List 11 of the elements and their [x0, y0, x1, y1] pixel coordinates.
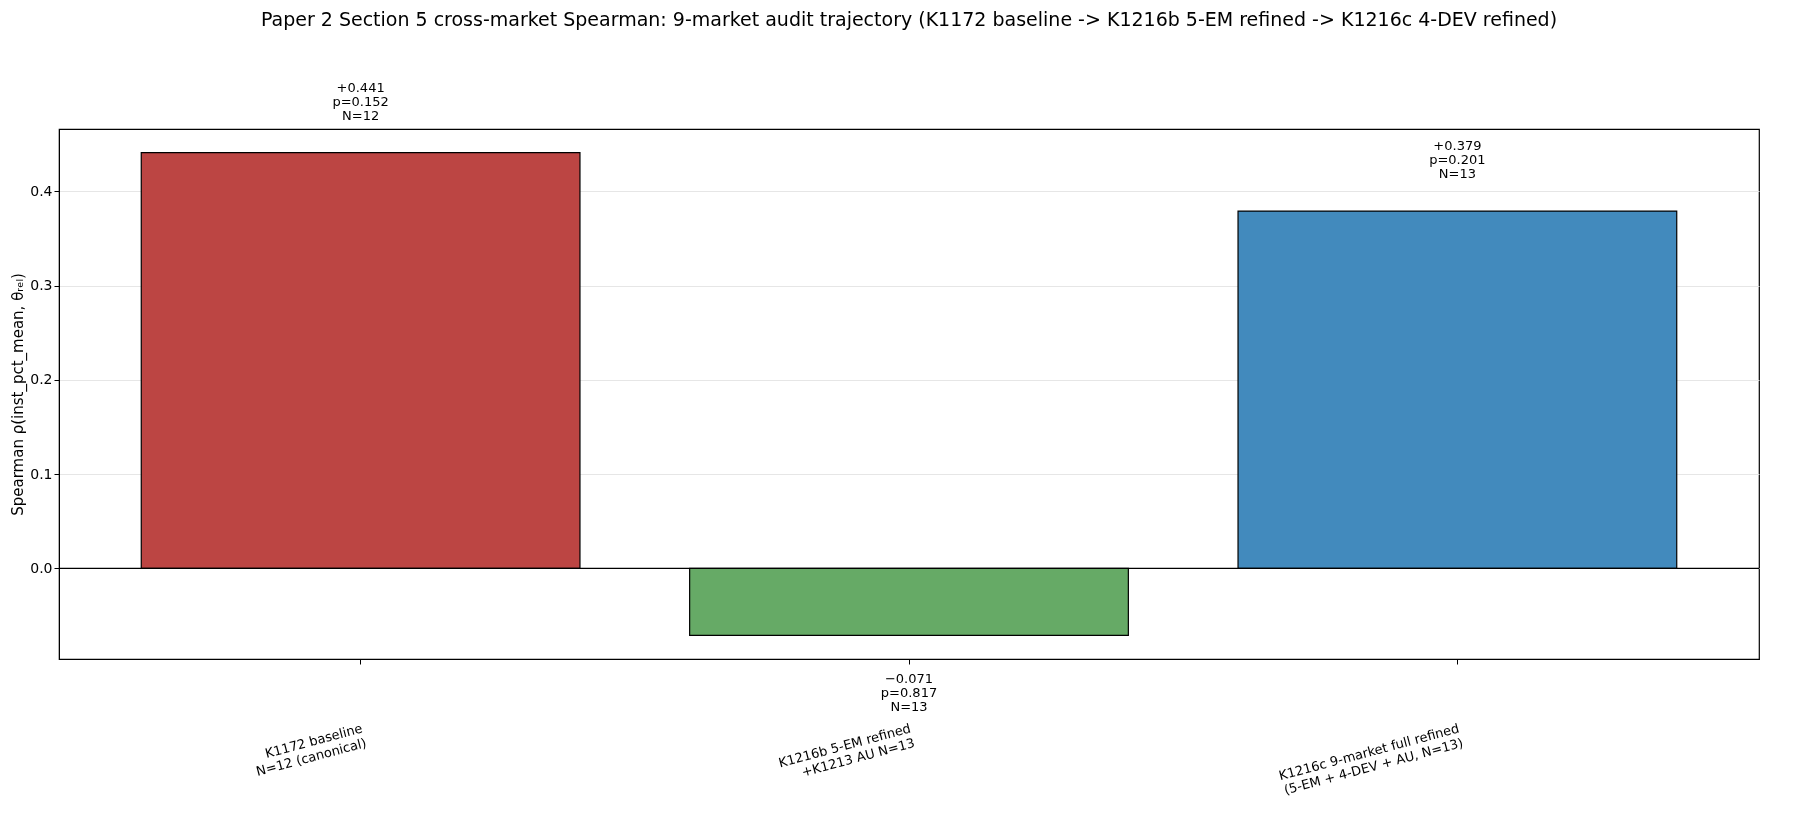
- y-tick-label: 0.4: [30, 182, 53, 199]
- y-tick-label: 0.1: [30, 465, 53, 482]
- y-tick-label: 0.3: [30, 277, 53, 294]
- y-tick-label: 0.0: [30, 559, 53, 576]
- data-label: −0.071 p=0.817 N=13: [880, 671, 938, 715]
- chart-title: Paper 2 Section 5 cross-market Spearman: 9-market audit trajectory (K1172 baseline -> K1216b 5-EM refined -> K1216c 4-DEV refined): [260, 7, 1558, 30]
- data-label: +0.441 p=0.152 N=12: [332, 79, 389, 123]
- data-label: +0.379 p=0.201 N=13: [1429, 138, 1486, 182]
- y-axis-title: Spearman ρ(inst_pct_mean, θᵣₑₗ): [9, 273, 29, 516]
- y-tick-label: 0.2: [30, 371, 53, 388]
- x-tick-label: K1216b 5-EM refined +K1213 AU N=13: [776, 720, 917, 780]
